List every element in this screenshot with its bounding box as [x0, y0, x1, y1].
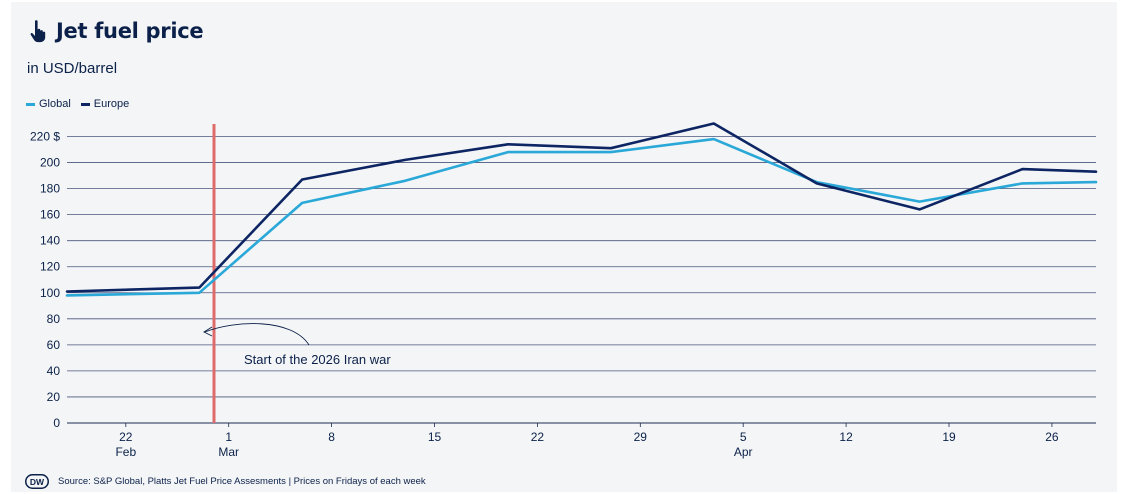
- legend-item-europe: Europe: [80, 98, 130, 110]
- x-tick-month-label: Feb: [115, 445, 136, 459]
- x-tick-month-label: Apr: [734, 445, 753, 459]
- x-tick-label: 5: [740, 430, 747, 444]
- chart-title: Jet fuel price: [56, 19, 204, 43]
- y-tick-label: 0: [53, 416, 60, 430]
- x-tick-label: 29: [634, 430, 648, 444]
- x-tick-label: 8: [328, 430, 335, 444]
- series-line-europe: [65, 122, 1098, 293]
- x-tick-label: 15: [428, 430, 442, 444]
- x-tick-label: 1: [225, 430, 232, 444]
- y-tick-label: 100: [40, 286, 60, 300]
- dw-logo: DW: [25, 474, 49, 489]
- annotation-arrow-curve: [204, 323, 310, 346]
- y-tick-label: 200: [40, 156, 60, 170]
- x-tick-month-label: Mar: [218, 445, 239, 459]
- chart-subtitle: in USD/barrel: [27, 60, 118, 77]
- legend-swatch-global: [26, 102, 35, 106]
- y-tick-label: 80: [47, 312, 61, 326]
- x-tick-label: 22: [531, 430, 545, 444]
- source-footer: DW Source: S&P Global, Platts Jet Fuel P…: [25, 474, 426, 489]
- annotation-arrowhead: [203, 326, 213, 337]
- x-tick-label: 19: [942, 430, 956, 444]
- y-tick-label: 180: [40, 182, 60, 196]
- legend-swatch-europe: [80, 102, 90, 106]
- chart-card: [11, 2, 1117, 492]
- legend-label-europe: Europe: [93, 98, 130, 110]
- y-tick-label: 60: [47, 338, 61, 352]
- source-text: Source: S&P Global, Platts Jet Fuel Pric…: [58, 476, 426, 487]
- y-tick-label: 20: [47, 390, 61, 404]
- chart-header: Jet fuel price: [28, 19, 204, 43]
- legend-label-global: Global: [39, 98, 71, 110]
- hand-pointer-icon: [30, 20, 46, 43]
- x-tick-label: 12: [839, 430, 853, 444]
- y-tick-label: 120: [40, 260, 60, 274]
- y-tick-label: 160: [40, 208, 60, 222]
- legend-item-global: Global: [26, 98, 71, 110]
- x-tick-label: 22: [119, 430, 133, 444]
- annotation-label: Start of the 2026 Iran war: [244, 352, 391, 367]
- y-tick-label: 40: [47, 364, 61, 378]
- y-tick-label: 220 $: [30, 130, 60, 144]
- legend: Global Europe: [26, 98, 139, 110]
- dw-logo-text: DW: [30, 477, 45, 487]
- x-tick-label: 26: [1045, 430, 1059, 444]
- y-tick-label: 140: [40, 234, 60, 248]
